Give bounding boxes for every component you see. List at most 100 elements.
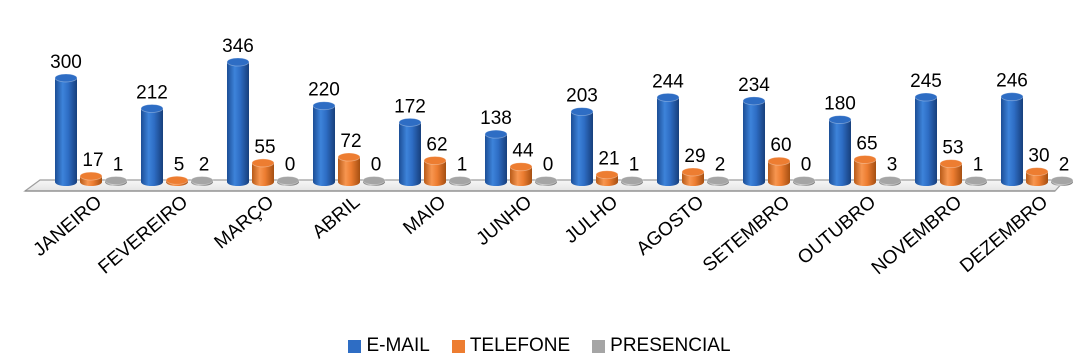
bar-email-2-body xyxy=(227,62,249,186)
bar-presencial-9-top xyxy=(878,176,902,185)
bar-telefone-10 xyxy=(939,159,963,186)
bar-presencial-10-top xyxy=(964,176,988,185)
data-label-telefone-2: 55 xyxy=(254,137,275,158)
data-label-telefone-5: 44 xyxy=(512,141,534,162)
bar-telefone-4-top xyxy=(423,156,447,165)
category-label-10: NOVEMBRO xyxy=(868,192,966,279)
bar-presencial-10 xyxy=(964,176,988,186)
data-label-telefone-8: 60 xyxy=(770,135,791,156)
bar-presencial-4-top xyxy=(448,176,472,185)
bar-presencial-7 xyxy=(706,176,730,186)
bar-email-2 xyxy=(226,57,250,186)
bar-email-9 xyxy=(828,115,852,186)
bar-email-9-top xyxy=(828,115,852,124)
bar-email-9-body xyxy=(829,119,851,186)
bar-email-4-body xyxy=(399,122,421,186)
bar-email-3 xyxy=(312,101,336,186)
legend-swatch-presencial xyxy=(592,339,606,353)
category-label-6: JULHO xyxy=(561,192,622,248)
bar-email-10-body xyxy=(915,97,937,186)
legend-label-presencial: PRESENCIAL xyxy=(610,335,731,356)
bar-presencial-0-top xyxy=(104,176,128,185)
bar-presencial-0 xyxy=(104,176,128,186)
bar-email-5-body xyxy=(485,134,507,186)
bar-email-6 xyxy=(570,107,594,186)
category-label-9: OUTUBRO xyxy=(794,192,880,269)
bar-telefone-2 xyxy=(251,158,275,186)
data-label-email-7: 244 xyxy=(652,71,684,92)
bar-email-0-top xyxy=(54,73,78,83)
bar-email-11 xyxy=(1000,92,1024,186)
legend-item-email: E-MAIL xyxy=(348,335,430,357)
bar-email-10 xyxy=(914,92,938,186)
bar-presencial-7-top xyxy=(706,176,730,185)
data-label-presencial-11: 2 xyxy=(1059,155,1070,176)
bar-email-0-body xyxy=(55,77,77,186)
data-label-email-0: 300 xyxy=(50,52,82,73)
bar-presencial-8-top xyxy=(792,176,816,185)
legend-swatch-telefone xyxy=(451,339,465,353)
bar-email-2-top xyxy=(226,57,250,67)
category-label-11: DEZEMBRO xyxy=(956,192,1052,277)
bar-email-1 xyxy=(140,104,164,186)
bar-email-11-top xyxy=(1000,92,1024,102)
data-label-telefone-1: 5 xyxy=(174,154,185,175)
bar-presencial-11 xyxy=(1050,176,1074,186)
bar-email-8 xyxy=(742,96,766,186)
bar-email-5-top xyxy=(484,129,508,139)
bar-email-4 xyxy=(398,117,422,186)
bar-telefone-4 xyxy=(423,156,447,186)
data-label-presencial-4: 1 xyxy=(457,155,468,176)
legend-label-email: E-MAIL xyxy=(366,335,430,356)
bar-telefone-8 xyxy=(767,156,791,186)
legend-label-telefone: TELEFONE xyxy=(469,335,571,356)
legend-item-telefone: TELEFONE xyxy=(451,335,571,357)
bar-telefone-2-body xyxy=(252,162,274,186)
bar-email-7 xyxy=(656,92,680,186)
category-label-3: ABRIL xyxy=(309,192,365,243)
bar-presencial-3 xyxy=(362,176,386,186)
data-label-email-4: 172 xyxy=(394,96,426,117)
bar-telefone-7-top xyxy=(681,167,705,177)
bar-presencial-3-top xyxy=(362,176,386,185)
bar-presencial-2-top xyxy=(276,176,300,185)
bar-email-3-top xyxy=(312,101,336,111)
bar-email-1-body xyxy=(141,108,163,186)
bar-telefone-10-body xyxy=(940,163,962,186)
data-label-telefone-0: 17 xyxy=(82,150,103,171)
bar-email-8-top xyxy=(742,96,766,106)
data-label-email-11: 246 xyxy=(996,71,1028,92)
legend: E-MAIL TELEFONE PRESENCIAL xyxy=(0,334,1079,358)
bar-presencial-6-top xyxy=(620,176,644,185)
data-label-presencial-5: 0 xyxy=(543,155,554,176)
bar-email-7-top xyxy=(656,92,680,102)
category-label-2: MARÇO xyxy=(211,192,279,254)
bar-telefone-11-body xyxy=(1026,171,1048,186)
bar-presencial-5 xyxy=(534,176,558,186)
bar-email-6-top xyxy=(570,107,594,116)
bar-telefone-9-body xyxy=(854,159,876,186)
bar-telefone-3-body xyxy=(338,157,360,186)
bar-telefone-11 xyxy=(1025,167,1049,186)
data-label-email-8: 234 xyxy=(738,75,770,96)
category-label-4: MAIO xyxy=(400,192,451,239)
bar-email-6-body xyxy=(571,111,593,186)
bar-telefone-3 xyxy=(337,152,361,186)
bar-presencial-9 xyxy=(878,176,902,186)
bar-telefone-1 xyxy=(165,175,189,186)
category-label-5: JUNHO xyxy=(473,192,537,250)
bar-presencial-2 xyxy=(276,176,300,186)
category-label-8: SETEMBRO xyxy=(699,192,794,277)
bar-telefone-0 xyxy=(79,171,103,186)
data-label-presencial-3: 0 xyxy=(371,155,382,176)
data-label-email-9: 180 xyxy=(824,94,856,115)
bar-telefone-2-top xyxy=(251,158,275,168)
bar-telefone-5-body xyxy=(510,166,532,186)
bar-telefone-1-top xyxy=(165,175,189,185)
data-label-telefone-3: 72 xyxy=(340,131,361,152)
bar-telefone-3-top xyxy=(337,152,361,162)
bar-email-1-top xyxy=(140,104,164,113)
data-label-telefone-4: 62 xyxy=(426,134,447,155)
